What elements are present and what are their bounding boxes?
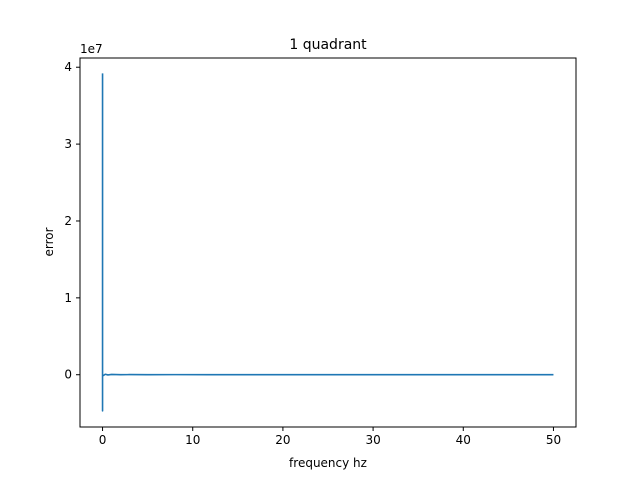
x-tick-label: 30 [365,433,380,447]
y-tick-label: 0 [64,368,72,382]
axis-ticks: 0 10 20 30 40 50 0 1 2 3 4 [64,60,561,447]
series-line-0 [101,73,554,412]
y-tick-label: 2 [64,214,72,228]
y-axis-label: error [42,227,56,256]
x-tick-label: 20 [275,433,290,447]
x-tick-label: 50 [546,433,561,447]
x-tick-label: 0 [99,433,107,447]
x-axis-label: frequency hz [289,456,367,470]
x-tick-label: 40 [456,433,471,447]
x-tick-label: 10 [185,433,200,447]
y-tick-label: 1 [64,291,72,305]
plot-area [101,73,554,412]
y-tick-label: 4 [64,60,72,74]
y-tick-label: 3 [64,137,72,151]
y-offset-label: 1e7 [80,42,103,56]
axes-frame [79,57,577,428]
chart-title: 1 quadrant [289,37,367,53]
